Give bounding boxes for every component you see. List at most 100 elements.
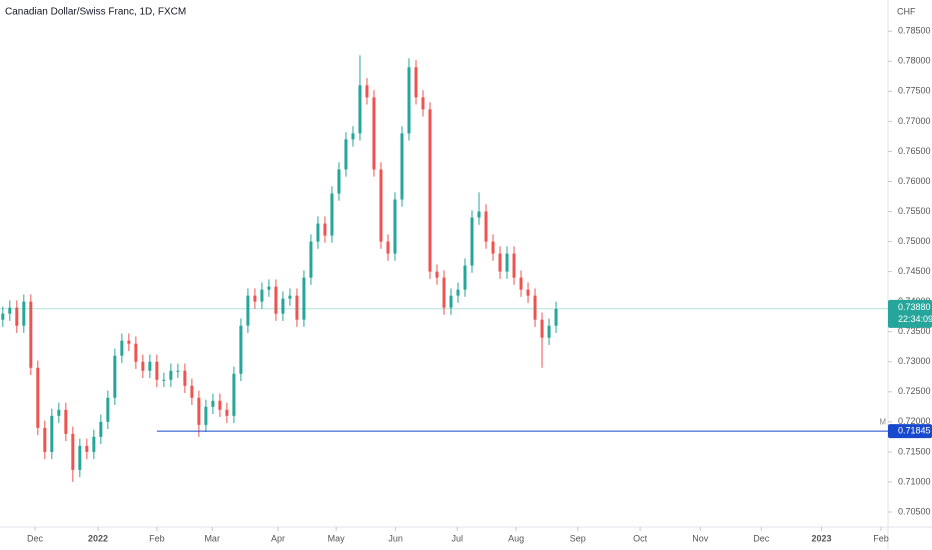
y-tick-label: 0.75000 (898, 236, 931, 246)
candle-body (554, 308, 558, 326)
y-tick-label: 0.77500 (898, 86, 931, 96)
x-tick-label: Feb (873, 533, 889, 543)
last-price-label: 0.73880 (898, 302, 931, 312)
horizontal-line-label: 0.71845 (898, 426, 931, 436)
candle-body (162, 379, 166, 381)
candle-body (288, 295, 292, 299)
y-tick-label: 0.74500 (898, 266, 931, 276)
candle-body (512, 253, 516, 278)
candle-body (106, 397, 110, 422)
candle-body (204, 406, 208, 425)
candle-body (57, 409, 61, 416)
candle-body (148, 361, 152, 371)
candle-body (470, 217, 474, 266)
candle-body (113, 355, 117, 398)
candle-body (155, 361, 159, 380)
candle-body (211, 400, 215, 407)
candle-body (239, 325, 243, 374)
candle-body (253, 295, 257, 302)
x-tick-label: Sep (570, 533, 586, 543)
y-tick-label: 0.78000 (898, 56, 931, 66)
candle-body (232, 373, 236, 416)
candle-body (295, 295, 299, 320)
candle-body (351, 133, 355, 140)
candle-body (526, 289, 530, 296)
x-tick-label: Apr (271, 533, 285, 543)
y-tick-label: 0.73500 (898, 326, 931, 336)
candle-body (442, 277, 446, 308)
x-tick-label: Aug (508, 533, 524, 543)
candle-body (64, 409, 68, 434)
y-tick-label: 0.75500 (898, 206, 931, 216)
candle-body (309, 241, 313, 278)
candle-body (505, 253, 509, 272)
candle-body (274, 286, 278, 314)
y-tick-label: 0.70500 (898, 506, 931, 516)
candle-body (15, 307, 19, 326)
currency-label: CHF (897, 6, 916, 16)
y-tick-label: 0.71500 (898, 446, 931, 456)
candle-body (358, 85, 362, 134)
candle-body (85, 445, 89, 452)
candle-body (316, 223, 320, 242)
candle-body (540, 319, 544, 338)
y-tick-label: 0.73000 (898, 356, 931, 366)
candle-body (498, 253, 502, 272)
x-tick-label: Nov (692, 533, 709, 543)
candle-body (197, 397, 201, 425)
y-tick-label: 0.77000 (898, 116, 931, 126)
candle-body (260, 289, 264, 302)
candle-body (463, 265, 467, 290)
candle-body (92, 436, 96, 452)
candle-body (491, 241, 495, 254)
candle-body (183, 370, 187, 386)
candle-body (246, 295, 250, 326)
candle-body (428, 109, 432, 272)
candle-body (330, 193, 334, 236)
candle-body (141, 361, 145, 371)
candle-body (50, 415, 54, 452)
x-tick-label: Oct (633, 533, 648, 543)
x-tick-label: Dec (753, 533, 770, 543)
candle-body (365, 85, 369, 98)
candle-body (456, 289, 460, 296)
candle-body (78, 445, 82, 470)
candle-body (421, 97, 425, 110)
y-tick-label: 0.72000 (898, 416, 931, 426)
y-tick-label: 0.78500 (898, 26, 931, 36)
x-tick-label: Jun (388, 533, 403, 543)
candle-body (1, 313, 5, 320)
candle-body (71, 433, 75, 470)
candle-body (400, 133, 404, 200)
x-tick-label: Mar (204, 533, 220, 543)
candle-body (29, 301, 33, 368)
candle-body (393, 199, 397, 254)
candle-body (8, 307, 12, 314)
candle-body (407, 67, 411, 134)
candle-body (127, 340, 131, 344)
horizontal-line-marker: M (879, 417, 886, 426)
candle-body (533, 295, 537, 320)
x-tick-label: May (328, 533, 346, 543)
candle-body (169, 370, 173, 380)
candle-body (477, 211, 481, 218)
chart-title: Canadian Dollar/Swiss Franc, 1D, FXCM (5, 7, 186, 18)
x-tick-label: 2022 (88, 533, 108, 543)
candle-body (386, 241, 390, 254)
y-tick-label: 0.76000 (898, 176, 931, 186)
x-tick-label: Jul (452, 533, 464, 543)
x-tick-label: 2023 (811, 533, 831, 543)
candle-body (379, 169, 383, 242)
candle-body (302, 277, 306, 320)
candle-body (281, 298, 285, 314)
candle-body (484, 211, 488, 242)
y-tick-label: 0.76500 (898, 146, 931, 156)
candle-body (267, 286, 271, 290)
candle-body (337, 169, 341, 194)
candle-body (99, 421, 103, 437)
candle-body (414, 67, 418, 98)
candle-body (22, 301, 26, 326)
candle-body (372, 97, 376, 170)
x-tick-label: Dec (27, 533, 44, 543)
y-tick-label: 0.71000 (898, 476, 931, 486)
